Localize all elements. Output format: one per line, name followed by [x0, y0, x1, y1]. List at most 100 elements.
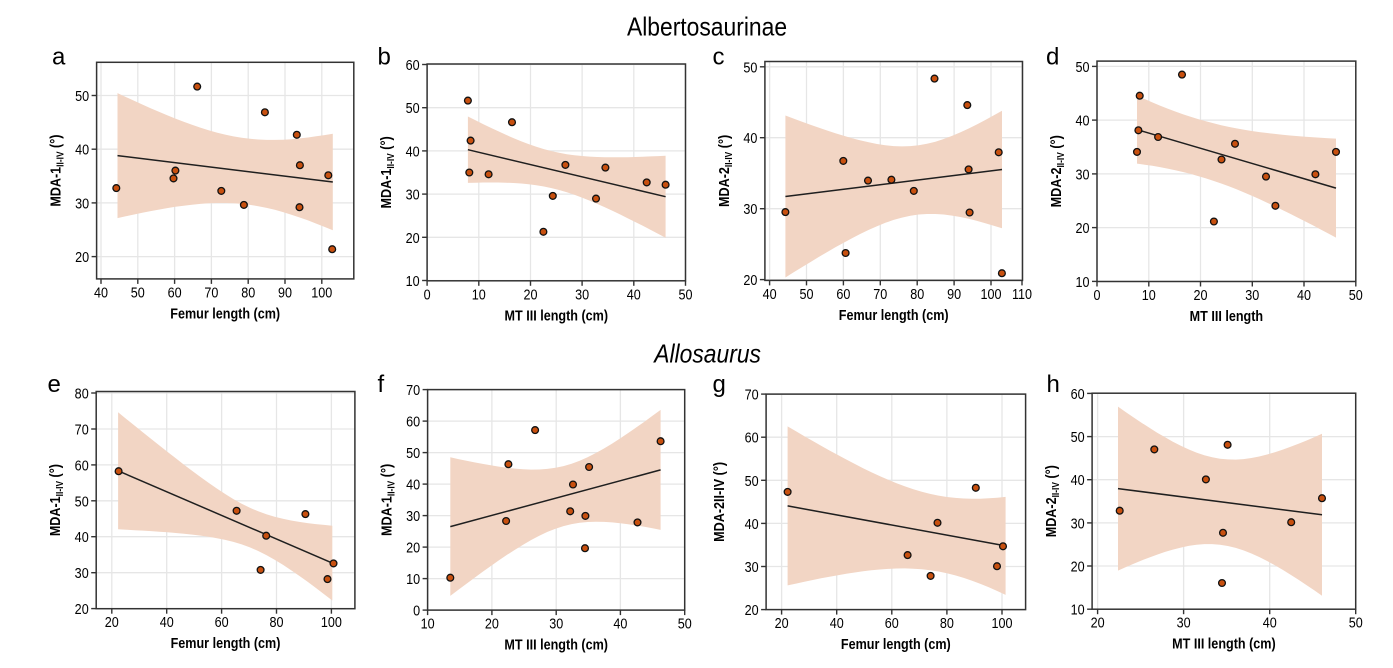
svg-text:40: 40	[1263, 614, 1277, 631]
svg-text:10: 10	[472, 285, 486, 302]
svg-text:20: 20	[1071, 557, 1085, 574]
svg-text:20: 20	[745, 601, 759, 618]
svg-text:g: g	[713, 371, 726, 398]
svg-text:40: 40	[1071, 471, 1085, 488]
svg-text:50: 50	[745, 472, 759, 489]
svg-text:40: 40	[763, 285, 777, 302]
svg-text:10: 10	[1142, 286, 1156, 303]
svg-text:100: 100	[980, 285, 1001, 302]
svg-text:30: 30	[745, 558, 759, 575]
svg-text:110: 110	[1012, 285, 1032, 302]
svg-text:40: 40	[743, 129, 757, 146]
svg-text:20: 20	[1091, 614, 1105, 631]
svg-text:30: 30	[75, 194, 89, 211]
svg-text:70: 70	[406, 381, 420, 398]
svg-text:50: 50	[678, 615, 692, 632]
svg-text:80: 80	[910, 285, 924, 302]
svg-text:10: 10	[1071, 601, 1085, 618]
svg-text:60: 60	[168, 283, 182, 300]
svg-text:40: 40	[406, 476, 420, 493]
svg-text:60: 60	[215, 613, 229, 630]
svg-text:30: 30	[743, 200, 757, 217]
svg-text:80: 80	[940, 614, 954, 631]
svg-text:40: 40	[94, 283, 108, 300]
svg-text:Femur length (cm): Femur length (cm)	[171, 634, 281, 651]
svg-text:70: 70	[75, 420, 89, 437]
svg-text:30: 30	[1177, 614, 1191, 631]
svg-text:10: 10	[421, 615, 435, 632]
svg-text:40: 40	[830, 614, 844, 631]
svg-text:80: 80	[241, 283, 255, 300]
svg-text:0: 0	[1093, 286, 1100, 303]
svg-text:Femur length (cm): Femur length (cm)	[170, 304, 280, 321]
svg-text:10: 10	[406, 570, 420, 587]
svg-text:100: 100	[311, 283, 332, 300]
svg-text:MDA-2II-IV (°): MDA-2II-IV (°)	[715, 135, 734, 207]
svg-text:50: 50	[1349, 614, 1363, 631]
svg-text:50: 50	[75, 492, 89, 509]
svg-text:40: 40	[1075, 112, 1089, 129]
svg-text:80: 80	[269, 613, 283, 630]
svg-text:50: 50	[406, 99, 420, 116]
svg-text:80: 80	[75, 384, 89, 401]
svg-text:60: 60	[406, 56, 420, 73]
svg-text:100: 100	[991, 614, 1012, 631]
svg-text:Allosaurus: Allosaurus	[652, 340, 761, 369]
svg-text:100: 100	[321, 613, 342, 630]
svg-text:30: 30	[575, 285, 589, 302]
svg-text:50: 50	[1349, 286, 1363, 303]
svg-text:90: 90	[947, 285, 961, 302]
svg-text:30: 30	[1071, 514, 1085, 531]
svg-text:70: 70	[204, 283, 218, 300]
svg-text:50: 50	[1075, 58, 1089, 75]
svg-text:20: 20	[105, 613, 119, 630]
svg-text:h: h	[1047, 371, 1060, 398]
svg-text:30: 30	[1075, 165, 1089, 182]
svg-text:MDA-1II-IV (°): MDA-1II-IV (°)	[46, 464, 65, 536]
svg-text:MT III length (cm): MT III length (cm)	[505, 306, 609, 323]
svg-text:30: 30	[406, 186, 420, 203]
svg-text:Femur length (cm): Femur length (cm)	[839, 306, 949, 323]
svg-text:60: 60	[75, 456, 89, 473]
svg-text:MDA-2II-IV (°): MDA-2II-IV (°)	[1047, 135, 1066, 207]
svg-text:20: 20	[1193, 286, 1207, 303]
svg-text:d: d	[1046, 44, 1059, 71]
svg-text:20: 20	[75, 248, 89, 265]
svg-text:MDA-1II-IV (°): MDA-1II-IV (°)	[378, 464, 397, 536]
svg-text:50: 50	[1071, 428, 1085, 445]
svg-text:40: 40	[627, 285, 641, 302]
svg-text:90: 90	[278, 283, 292, 300]
svg-text:MT III length (cm): MT III length (cm)	[1172, 635, 1276, 652]
svg-text:40: 40	[745, 515, 759, 532]
svg-text:0: 0	[424, 285, 431, 302]
svg-text:60: 60	[745, 429, 759, 446]
svg-text:60: 60	[406, 413, 420, 430]
svg-text:Femur length (cm): Femur length (cm)	[841, 635, 951, 652]
svg-text:40: 40	[1297, 286, 1311, 303]
svg-text:40: 40	[406, 142, 420, 159]
svg-text:30: 30	[549, 615, 563, 632]
svg-text:f: f	[378, 371, 385, 398]
svg-text:70: 70	[873, 285, 887, 302]
svg-text:50: 50	[799, 285, 813, 302]
svg-text:10: 10	[406, 272, 420, 289]
svg-text:MT III length (cm): MT III length (cm)	[504, 636, 608, 653]
svg-text:20: 20	[775, 614, 789, 631]
svg-text:MDA-1II-IV (°): MDA-1II-IV (°)	[47, 135, 66, 207]
svg-text:30: 30	[406, 507, 420, 524]
svg-text:30: 30	[1245, 286, 1259, 303]
svg-text:20: 20	[406, 539, 420, 556]
svg-text:20: 20	[1075, 219, 1089, 236]
svg-text:c: c	[713, 44, 725, 71]
svg-text:30: 30	[75, 564, 89, 581]
svg-text:20: 20	[485, 615, 499, 632]
svg-text:50: 50	[743, 58, 757, 75]
svg-text:0: 0	[413, 602, 420, 619]
svg-text:MDA-1II-IV (°): MDA-1II-IV (°)	[377, 136, 396, 208]
svg-text:40: 40	[160, 613, 174, 630]
svg-text:50: 50	[406, 444, 420, 461]
svg-text:40: 40	[613, 615, 627, 632]
svg-text:60: 60	[885, 614, 899, 631]
svg-text:20: 20	[75, 600, 89, 617]
svg-text:50: 50	[75, 87, 89, 104]
